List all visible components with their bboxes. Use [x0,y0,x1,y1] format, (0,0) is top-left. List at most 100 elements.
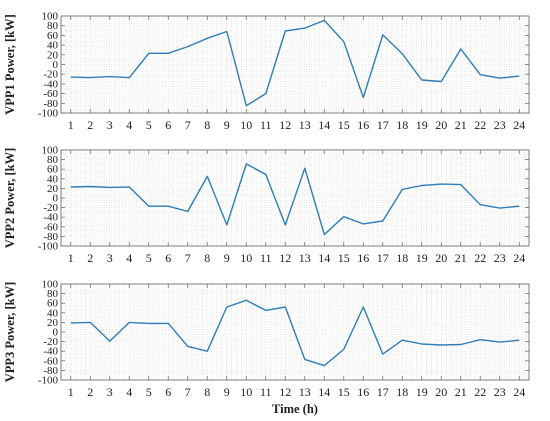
x-tick-label: 2 [87,118,93,132]
data-point [479,338,481,340]
data-point [265,92,267,94]
data-point [89,76,91,78]
x-tick-label: 17 [377,385,389,399]
data-point [109,340,111,342]
y-tick-label: 0 [53,193,59,205]
data-point [460,183,462,185]
x-tick-label: 22 [474,251,486,265]
data-point [245,105,247,107]
x-tick-label: 18 [396,118,408,132]
x-tick-label: 10 [240,251,252,265]
x-tick-label: 7 [185,385,191,399]
data-point [284,306,286,308]
data-point [70,186,72,188]
y-tick-label: -20 [43,69,58,81]
data-point [401,53,403,55]
y-tick-label: 20 [47,317,59,329]
y-tick-label: -60 [43,221,58,233]
x-tick-label: 22 [474,118,486,132]
data-point [499,77,501,79]
data-point [518,205,520,207]
data-point [148,205,150,207]
y-tick-label: -80 [43,231,58,243]
data-point [167,322,169,324]
data-point [401,188,403,190]
data-point [89,321,91,323]
data-point [323,233,325,235]
data-point [304,358,306,360]
y-tick-label: 100 [42,279,59,291]
x-tick-label: 18 [396,385,408,399]
x-tick-label: 5 [146,118,152,132]
data-point [265,309,267,311]
data-point [226,306,228,308]
x-tick-label: 8 [204,118,210,132]
x-tick-label: 4 [126,118,132,132]
data-point [284,30,286,32]
y-tick-label: -40 [43,78,58,90]
data-point [109,75,111,77]
x-tick-label: 9 [224,251,230,265]
x-axis-label: Time (h) [272,402,318,416]
y-tick-label: 0 [53,327,59,339]
x-tick-label: 23 [494,118,506,132]
y-axis-label: VPP3 Power, [kW] [3,282,17,383]
x-tick-label: 13 [299,385,311,399]
y-tick-label: 40 [47,173,59,185]
y-tick-label: -40 [43,212,58,224]
data-point [499,207,501,209]
y-tick-label: -20 [43,336,58,348]
data-point [187,345,189,347]
x-tick-label: 16 [357,118,369,132]
x-tick-label: 6 [165,118,171,132]
data-point [421,184,423,186]
x-tick-label: 17 [377,118,389,132]
x-tick-label: 1 [68,118,74,132]
x-tick-label: 21 [455,251,467,265]
data-point [128,321,130,323]
data-point [343,41,345,43]
data-point [440,80,442,82]
y-tick-label: -20 [43,202,58,214]
data-point [343,348,345,350]
x-tick-label: 11 [260,251,272,265]
x-tick-label: 24 [513,385,525,399]
y-tick-label: -100 [38,375,59,387]
x-tick-label: 20 [435,118,447,132]
data-point [440,183,442,185]
x-tick-label: 15 [338,118,350,132]
data-point [401,339,403,341]
data-point [206,175,208,177]
y-tick-label: 80 [47,154,59,166]
x-tick-label: 17 [377,251,389,265]
x-tick-label: 7 [185,251,191,265]
data-point [167,52,169,54]
x-tick-label: 21 [455,385,467,399]
data-point [362,306,364,308]
x-tick-label: 15 [338,385,350,399]
data-point [109,186,111,188]
y-tick-label: 0 [53,59,59,71]
y-tick-label: -60 [43,88,58,100]
x-tick-label: 12 [279,118,291,132]
x-tick-label: 6 [165,385,171,399]
data-point [382,220,384,222]
x-tick-label: 3 [107,385,113,399]
y-tick-label: 100 [42,11,59,23]
x-tick-label: 13 [299,251,311,265]
y-axis-label: VPP2 Power, [kW] [3,148,17,249]
y-tick-label: 80 [47,288,59,300]
y-tick-label: 60 [47,298,59,310]
y-tick-label: 40 [47,40,59,52]
x-tick-label: 16 [357,251,369,265]
y-tick-label: -100 [38,241,59,253]
data-point [70,76,72,78]
data-point [148,322,150,324]
data-point [323,19,325,21]
data-point [343,216,345,218]
data-point [265,173,267,175]
x-tick-label: 24 [513,118,525,132]
